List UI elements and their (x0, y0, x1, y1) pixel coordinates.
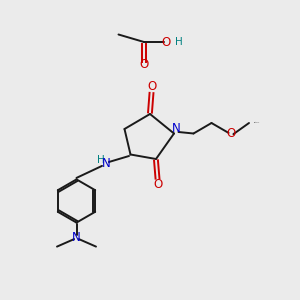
Text: N: N (101, 157, 110, 170)
Text: O: O (226, 127, 236, 140)
Text: H: H (175, 37, 182, 47)
Text: O: O (162, 35, 171, 49)
Text: N: N (72, 231, 81, 244)
Text: H: H (97, 155, 104, 165)
Text: methoxy: methoxy (254, 122, 260, 123)
Text: O: O (140, 58, 148, 71)
Text: O: O (153, 178, 162, 191)
Text: N: N (172, 122, 181, 135)
Text: O: O (147, 80, 156, 94)
